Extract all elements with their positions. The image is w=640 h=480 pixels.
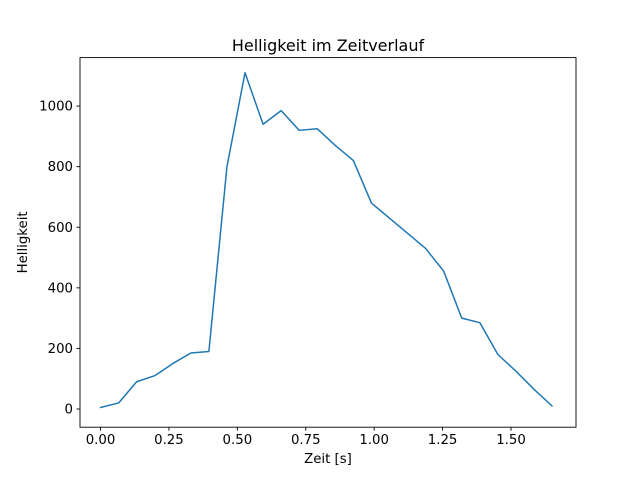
- y-axis-ticks: 0 200 400 600 800 1000: [39, 100, 80, 418]
- x-tick-label: 1.25: [428, 433, 458, 448]
- data-line-series: [99, 72, 553, 409]
- y-axis-label: Helligkeit: [16, 211, 31, 273]
- x-axis-ticks: 0.00 0.25 0.50 0.75 1.00 1.25 1.50: [86, 427, 526, 448]
- y-tick-label: 200: [48, 342, 73, 357]
- plot-area: [79, 57, 577, 428]
- y-tick-label: 0: [65, 403, 73, 418]
- x-tick-label: 0.25: [154, 433, 184, 448]
- x-tick-label: 0.00: [86, 433, 116, 448]
- y-tick-label: 400: [48, 281, 73, 296]
- x-tick-label: 1.00: [359, 433, 389, 448]
- x-axis-label: Zeit [s]: [304, 452, 352, 467]
- y-tick-label: 600: [48, 221, 73, 236]
- x-tick-label: 0.50: [223, 433, 253, 448]
- x-tick-label: 1.50: [496, 433, 526, 448]
- y-tick-label: 1000: [39, 100, 73, 115]
- y-tick-label: 800: [48, 160, 73, 175]
- chart-title: Helligkeit im Zeitverlauf: [232, 36, 425, 55]
- x-tick-label: 0.75: [291, 433, 321, 448]
